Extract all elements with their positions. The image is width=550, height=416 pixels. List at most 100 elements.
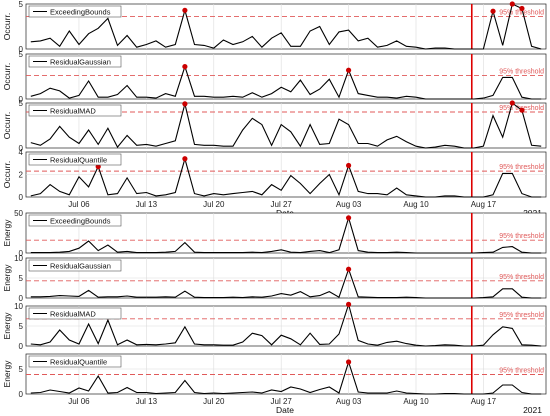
y-axis-label: Occurr. <box>2 112 12 139</box>
panel-energy-2: 0 5 10 95% threshold ResidualGaussian Energy <box>2 254 547 303</box>
x-tick-label: Jul 27 <box>271 200 293 209</box>
legend: ResidualMAD <box>28 104 122 117</box>
y-axis-label: Energy <box>2 360 12 388</box>
series-line <box>30 360 542 395</box>
x-tick-label: Jul 06 <box>68 397 90 406</box>
outlier-marker <box>345 215 352 221</box>
series-line <box>30 64 542 100</box>
legend-box <box>28 153 122 166</box>
legend-label: ResidualGaussian <box>50 262 111 271</box>
outlier-marker <box>345 162 352 169</box>
series-line <box>30 267 542 299</box>
series-line <box>30 302 542 347</box>
threshold-label: 95% threshold <box>499 164 544 171</box>
y-axis-label: Energy <box>2 264 12 292</box>
legend: ExceedingBounds <box>28 214 122 227</box>
outlier-marker <box>345 301 352 307</box>
legend: ResidualMAD <box>28 307 122 320</box>
legend: ExceedingBounds <box>28 5 122 18</box>
y-tick-label: 0 <box>19 95 24 104</box>
outlier-marker <box>182 101 188 107</box>
y-tick-label: 10 <box>14 302 23 311</box>
y-axis-label: Energy <box>2 312 12 340</box>
outlier-marker <box>519 5 525 12</box>
y-tick-label: 0 <box>19 249 24 258</box>
legend-box <box>28 5 122 18</box>
x-tick-label: Aug 03 <box>336 200 362 209</box>
y-tick-label: 5 <box>19 274 24 283</box>
y-tick-label: 2 <box>19 171 24 180</box>
legend-box <box>28 355 122 368</box>
series-line <box>30 3 542 50</box>
y-axis-label: Occurr. <box>2 161 12 188</box>
series-line <box>30 156 542 198</box>
y-tick-label: 5 <box>19 50 24 59</box>
x-tick-label: Jul 13 <box>136 397 158 406</box>
y-axis-label: Energy <box>2 219 12 247</box>
legend: ResidualQuantile <box>28 153 122 166</box>
threshold-label: 95% threshold <box>499 233 544 240</box>
legend-label: ResidualGaussian <box>50 58 111 67</box>
legend-label: ExceedingBounds <box>50 217 111 226</box>
threshold-label: 95% threshold <box>499 274 544 281</box>
x-axis-label: Date <box>276 405 294 415</box>
y-axis-label: Occurr. <box>2 13 12 40</box>
outlier-marker <box>95 164 101 170</box>
x-tick-label: Aug 17 <box>471 397 497 406</box>
series-line <box>30 215 542 254</box>
y-tick-label: 4 <box>19 148 24 157</box>
threshold-label: 95% threshold <box>499 69 544 76</box>
x-tick-label: Jul 27 <box>271 397 293 406</box>
legend: ResidualQuantile <box>28 355 122 368</box>
legend-box <box>28 259 122 272</box>
legend-box <box>28 214 122 227</box>
y-tick-label: 0 <box>19 390 24 399</box>
legend-label: ResidualQuantile <box>50 358 107 367</box>
legend-box <box>28 307 122 320</box>
panel-occurrence-1: 0 5 95% threshold ExceedingBounds Occurr. <box>2 0 547 54</box>
x-tick-label: Aug 10 <box>403 200 429 209</box>
outlier-marker <box>509 100 515 106</box>
panel-occurrence-4: 0 2 4 95% threshold ResidualQuantile Occurr. J… <box>2 148 547 218</box>
legend-label: ExceedingBounds <box>50 8 111 17</box>
legend: ResidualGaussian <box>28 55 122 68</box>
legend-label: ResidualMAD <box>50 107 96 116</box>
legend-box <box>28 104 122 117</box>
outlier-marker <box>519 107 525 113</box>
y-tick-label: 50 <box>14 209 23 218</box>
threshold-label: 95% threshold <box>499 312 544 319</box>
x-tick-label: Aug 10 <box>403 397 429 406</box>
x-tick-label: Jul 20 <box>203 397 225 406</box>
series-line <box>30 102 542 149</box>
x-tick-label: Aug 03 <box>336 397 362 406</box>
y-axis-label: Occurr. <box>2 63 12 90</box>
y-tick-label: 5 <box>19 0 24 9</box>
panel-occurrence-2: 0 5 95% threshold ResidualGaussian Occurr. <box>2 50 547 104</box>
y-tick-label: 0 <box>19 342 24 351</box>
outlier-marker <box>345 266 352 272</box>
x-tick-label: Jul 20 <box>203 200 225 209</box>
y-tick-label: 0 <box>19 45 24 54</box>
y-tick-label: 5 <box>19 99 24 108</box>
y-tick-label: 0 <box>19 193 24 202</box>
outlier-marker <box>509 1 515 7</box>
legend-label: ResidualQuantile <box>50 156 107 165</box>
outlier-marker <box>182 7 188 13</box>
panel-energy-4: 0 5 95% threshold ResidualQuantile Energy Jul… <box>2 353 547 415</box>
threshold-label: 95% threshold <box>499 368 544 375</box>
y-tick-label: 0 <box>19 144 24 153</box>
legend: ResidualGaussian <box>28 259 122 272</box>
threshold-label: 95% threshold <box>499 10 544 17</box>
y-tick-label: 5 <box>19 365 24 374</box>
x-tick-label: Aug 17 <box>471 200 497 209</box>
panel-energy-3: 0 5 10 95% threshold ResidualMAD Energy <box>2 301 547 351</box>
x-tick-label: Jul 13 <box>136 200 158 209</box>
outlier-marker <box>345 67 352 73</box>
outlier-marker <box>490 8 496 14</box>
outlier-marker <box>345 359 352 365</box>
y-tick-label: 10 <box>14 254 23 263</box>
y-tick-label: 0 <box>19 294 24 303</box>
y-tick-label: 5 <box>19 322 24 331</box>
legend-label: ResidualMAD <box>50 310 96 319</box>
